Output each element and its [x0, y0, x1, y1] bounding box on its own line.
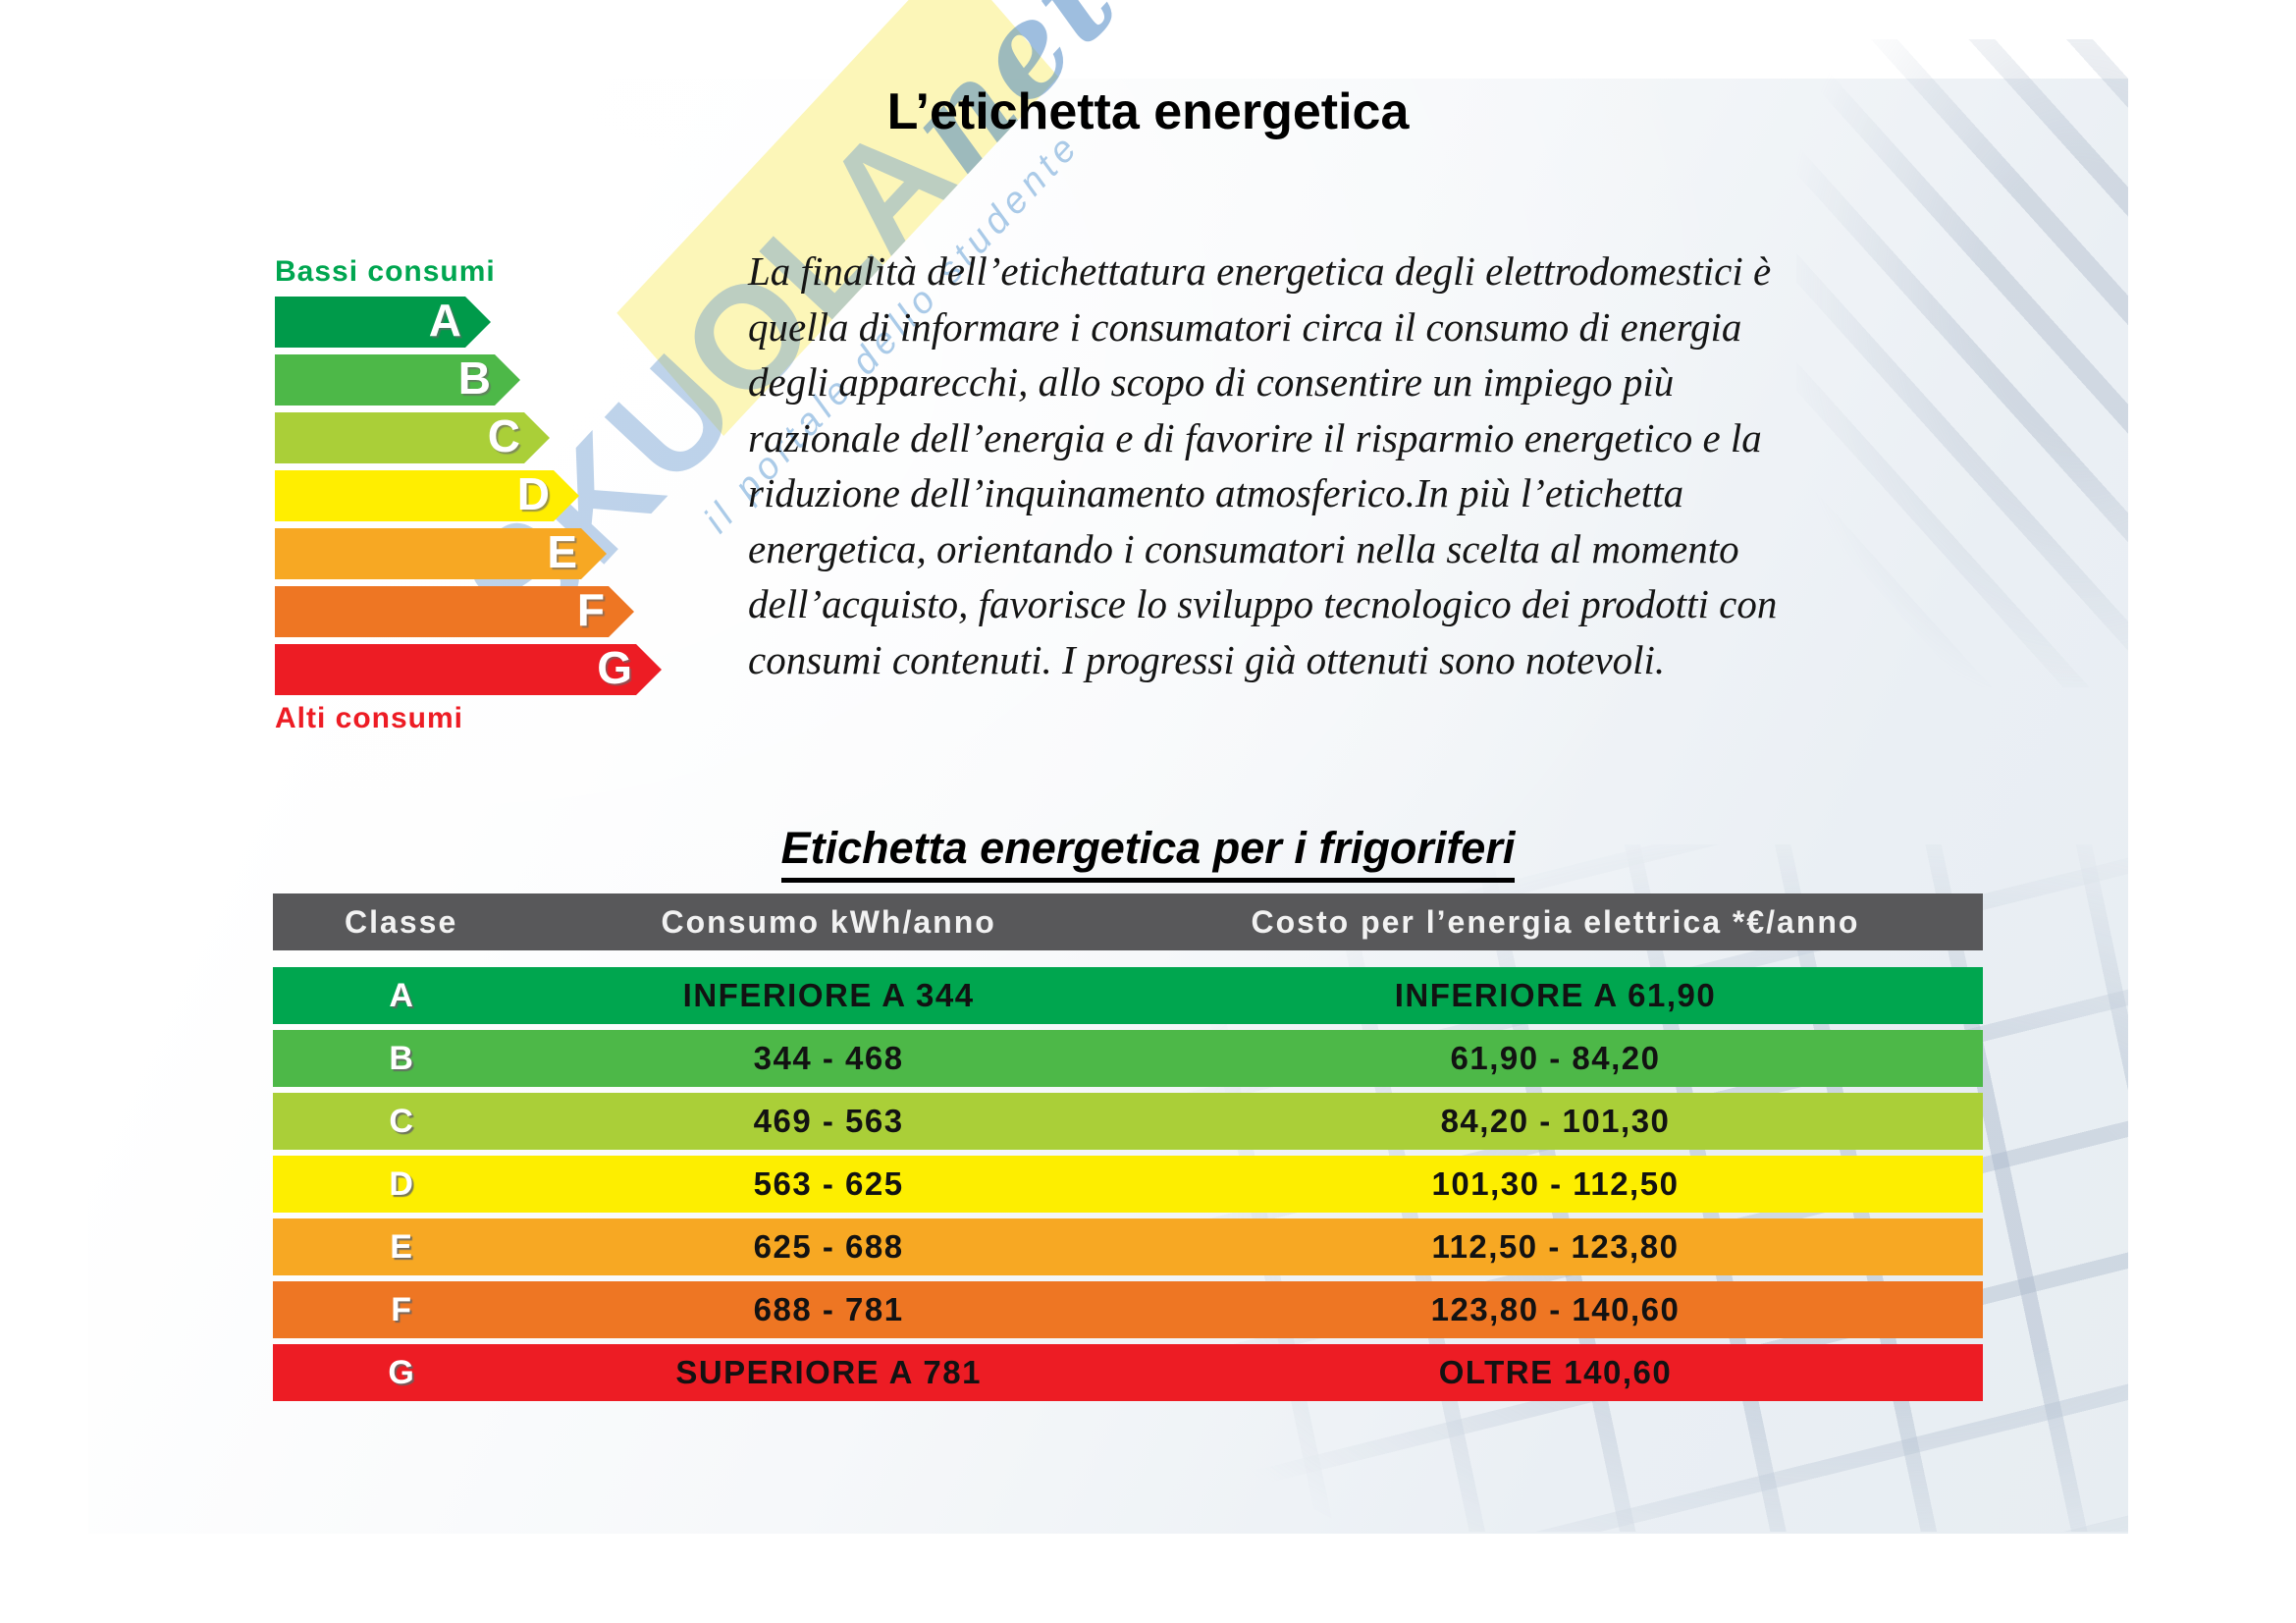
table-row-a: A INFERIORE A 344 INFERIORE A 61,90 — [273, 967, 1983, 1024]
cell-costo: 84,20 - 101,30 — [1440, 1103, 1671, 1139]
cell-costo: OLTRE 140,60 — [1438, 1354, 1673, 1390]
section-subtitle-wrap: Etichetta energetica per i frigoriferi — [0, 823, 2296, 883]
background-diagonal-lines — [1796, 39, 2128, 687]
arrow-letter: D — [516, 467, 550, 519]
cell-consumo: 469 - 563 — [753, 1103, 904, 1139]
arrow-letter: F — [576, 583, 605, 635]
paragraph-line: degli apparecchi, allo scopo di consenti… — [748, 359, 1675, 405]
page-title: L’etichetta energetica — [886, 83, 1410, 140]
cell-costo: 123,80 - 140,60 — [1430, 1291, 1681, 1327]
cell-classe: E — [390, 1227, 412, 1266]
cell-consumo: INFERIORE A 344 — [682, 977, 975, 1013]
paragraph-line: energetica, orientando i consumatori nel… — [748, 525, 1739, 571]
energy-class-arrow-a: A — [275, 297, 491, 348]
cell-consumo: 344 - 468 — [753, 1040, 904, 1076]
paragraph-line: quella di informare i consumatori circa … — [748, 303, 1742, 350]
arrow-letter: B — [457, 352, 491, 404]
paragraph-line: dell’acquisto, favorisce lo sviluppo tec… — [748, 581, 1778, 626]
paragraph-line: razionale dell’energia e di favorire il … — [748, 414, 1762, 460]
header-cell-costo: Costo per l’energia elettrica *€/anno — [1251, 903, 1860, 940]
high-consumption-label: Alti consumi — [275, 702, 464, 734]
low-consumption-label: Bassi consumi — [275, 255, 496, 288]
paragraph-line: La finalità dell’etichettatura energetic… — [748, 248, 1772, 294]
arrow-letter: G — [597, 641, 632, 693]
arrow-letter: A — [428, 294, 461, 346]
cell-classe: A — [389, 976, 413, 1014]
energy-class-scale: Bassi consumi A B C D E F G Alti consumi — [275, 255, 662, 735]
paragraph-line: consumi contenuti. I progressi già otten… — [748, 636, 1666, 682]
cell-classe: B — [389, 1039, 413, 1077]
energy-class-arrow-c: C — [275, 412, 550, 463]
table-row-d: D 563 - 625 101,30 - 112,50 — [273, 1156, 1983, 1213]
energy-class-arrow-e: E — [275, 528, 607, 579]
arrow-letter: E — [547, 525, 577, 577]
energy-class-arrow-g: G — [275, 644, 662, 695]
cell-costo: 61,90 - 84,20 — [1450, 1040, 1661, 1076]
header-cell-consumo: Consumo kWh/anno — [661, 903, 996, 940]
section-subtitle: Etichetta energetica per i frigoriferi — [780, 823, 1516, 883]
cell-costo: 112,50 - 123,80 — [1431, 1228, 1680, 1265]
energy-table: Classe Consumo kWh/anno Costo per l’ener… — [273, 893, 1983, 1407]
table-row-c: C 469 - 563 84,20 - 101,30 — [273, 1093, 1983, 1150]
energy-class-arrow-f: F — [275, 586, 634, 637]
table-header-row: Classe Consumo kWh/anno Costo per l’ener… — [273, 893, 1983, 950]
cell-consumo: 625 - 688 — [753, 1228, 904, 1265]
header-cell-classe: Classe — [345, 903, 458, 940]
energy-class-arrow-b: B — [275, 354, 520, 406]
cell-classe: F — [391, 1290, 412, 1328]
cell-classe: D — [389, 1164, 413, 1203]
energy-class-arrow-d: D — [275, 470, 579, 521]
cell-consumo: 563 - 625 — [753, 1165, 904, 1202]
table-row-f: F 688 - 781 123,80 - 140,60 — [273, 1281, 1983, 1338]
arrow-letter: C — [487, 409, 520, 461]
cell-consumo: 688 - 781 — [753, 1291, 904, 1327]
paragraph-line: riduzione dell’inquinamento atmosferico.… — [748, 470, 1684, 515]
cell-classe: C — [389, 1102, 413, 1140]
cell-costo: 101,30 - 112,50 — [1431, 1165, 1680, 1202]
table-row-e: E 625 - 688 112,50 - 123,80 — [273, 1218, 1983, 1275]
intro-paragraph: La finalità dell’etichettatura energetic… — [748, 243, 1985, 687]
table-row-b: B 344 - 468 61,90 - 84,20 — [273, 1030, 1983, 1087]
cell-costo: INFERIORE A 61,90 — [1394, 977, 1717, 1013]
table-row-g: G SUPERIORE A 781 OLTRE 140,60 — [273, 1344, 1983, 1401]
cell-classe: G — [388, 1353, 414, 1391]
cell-consumo: SUPERIORE A 781 — [675, 1354, 982, 1390]
